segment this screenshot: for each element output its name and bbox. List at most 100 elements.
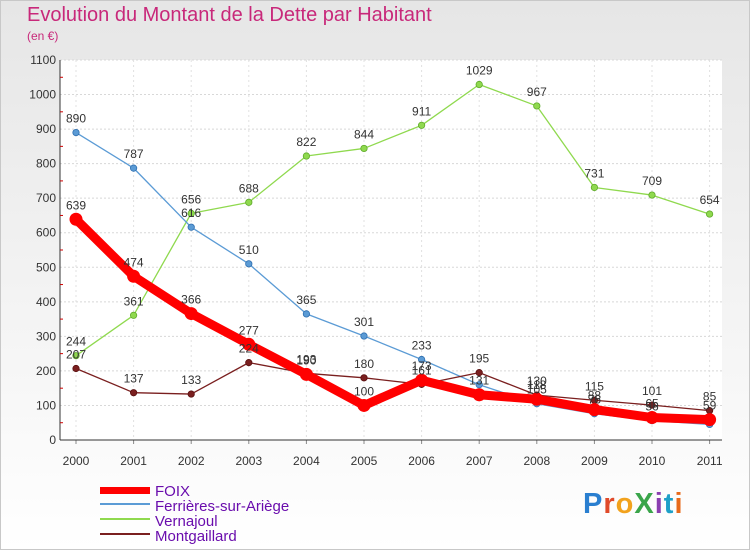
data-label: 474	[124, 255, 144, 269]
data-label: 301	[354, 315, 374, 329]
data-label: 59	[703, 399, 717, 413]
series-line-2	[75, 83, 711, 357]
data-label: 654	[700, 193, 720, 207]
logo-letter: t	[663, 488, 675, 520]
data-point	[72, 364, 80, 373]
data-point	[590, 183, 599, 192]
data-point	[475, 80, 483, 89]
y-tick-label: 700	[36, 191, 56, 205]
data-label: 137	[124, 372, 144, 386]
x-tick-label: 2010	[639, 454, 666, 468]
proxiti-logo: ProXiti	[583, 488, 684, 521]
data-label: 190	[296, 353, 316, 367]
data-point	[69, 212, 83, 226]
chart-subtitle: (en €)	[27, 29, 59, 43]
logo-letter: X	[634, 488, 655, 520]
data-label: 207	[66, 347, 86, 361]
x-tick-label: 2011	[697, 454, 723, 468]
data-label: 85	[703, 390, 717, 404]
x-tick-label: 2001	[120, 454, 147, 468]
data-point	[360, 374, 368, 382]
data-label: 844	[354, 127, 374, 141]
data-point	[72, 128, 80, 137]
data-label: 244	[66, 335, 86, 349]
data-point	[648, 401, 656, 409]
data-label: 688	[239, 181, 259, 195]
series-line-3	[75, 361, 711, 412]
x-tick-label: 2009	[581, 454, 608, 468]
data-label: 56	[645, 400, 659, 414]
data-label: 967	[527, 85, 547, 99]
data-label: 787	[124, 147, 144, 161]
x-tick-label: 2002	[178, 454, 205, 468]
data-point	[417, 355, 426, 364]
data-point	[360, 332, 368, 340]
data-label: 361	[124, 294, 144, 308]
data-label: 224	[239, 342, 259, 356]
data-label: 118	[527, 378, 546, 392]
data-point	[587, 403, 601, 417]
data-point	[472, 388, 486, 402]
data-label: 180	[354, 357, 374, 371]
logo-letter: i	[654, 488, 664, 520]
logo-letter: r	[603, 488, 616, 520]
data-point	[703, 413, 717, 427]
y-tick-label: 0	[49, 433, 56, 447]
data-label: 277	[239, 323, 259, 337]
data-label: 101	[642, 384, 662, 398]
legend-swatch-vernajoul	[100, 518, 150, 520]
data-label: 173	[412, 359, 432, 373]
x-tick-label: 2003	[235, 454, 262, 468]
y-tick-label: 500	[36, 260, 56, 274]
data-point	[533, 102, 541, 110]
data-label: 115	[585, 379, 604, 393]
data-label: 822	[296, 135, 316, 149]
data-label: 639	[66, 198, 86, 212]
data-label: 616	[181, 206, 201, 220]
legend-swatch-montgaillard	[100, 533, 150, 535]
data-label: 65	[645, 397, 659, 411]
x-tick-label: 2008	[523, 454, 550, 468]
y-tick-label: 300	[36, 329, 56, 343]
logo-letter: i	[674, 488, 684, 520]
y-tick-label: 1100	[30, 53, 56, 67]
data-point	[299, 367, 313, 381]
data-label: 233	[412, 339, 432, 353]
data-label: 366	[181, 293, 201, 307]
data-label: 193	[296, 352, 316, 366]
data-point	[187, 223, 195, 231]
x-tick-label: 2004	[293, 454, 320, 468]
legend-swatch-ferrieres	[100, 503, 150, 505]
data-label: 133	[181, 373, 201, 387]
data-point	[475, 381, 483, 389]
data-label: 911	[412, 104, 431, 118]
y-tick-label: 200	[36, 364, 56, 378]
data-label: 105	[527, 383, 547, 397]
data-point	[415, 373, 429, 387]
y-tick-label: 1000	[29, 88, 56, 102]
data-point	[187, 209, 195, 217]
data-point	[302, 310, 310, 318]
data-label: 130	[527, 374, 547, 388]
x-tick-label: 2006	[408, 454, 435, 468]
data-point	[648, 191, 656, 199]
data-point	[475, 369, 483, 377]
legend-swatch-foix	[100, 487, 150, 494]
data-point	[127, 269, 141, 283]
data-point	[705, 210, 714, 218]
data-label: 161	[412, 363, 432, 377]
plot-area	[60, 60, 722, 440]
data-point	[245, 260, 253, 268]
logo-letter: P	[583, 488, 604, 520]
data-label: 709	[642, 174, 662, 188]
data-label: 131	[469, 374, 489, 388]
data-label: 76	[588, 393, 602, 407]
data-label: 195	[469, 352, 489, 366]
legend-label-foix: FOIX	[155, 483, 191, 500]
data-label: 88	[588, 389, 602, 403]
data-label: 510	[239, 243, 259, 257]
data-point	[184, 307, 198, 321]
legend-label-montgaillard: Montgaillard	[155, 528, 237, 545]
logo-letter: o	[615, 488, 635, 520]
